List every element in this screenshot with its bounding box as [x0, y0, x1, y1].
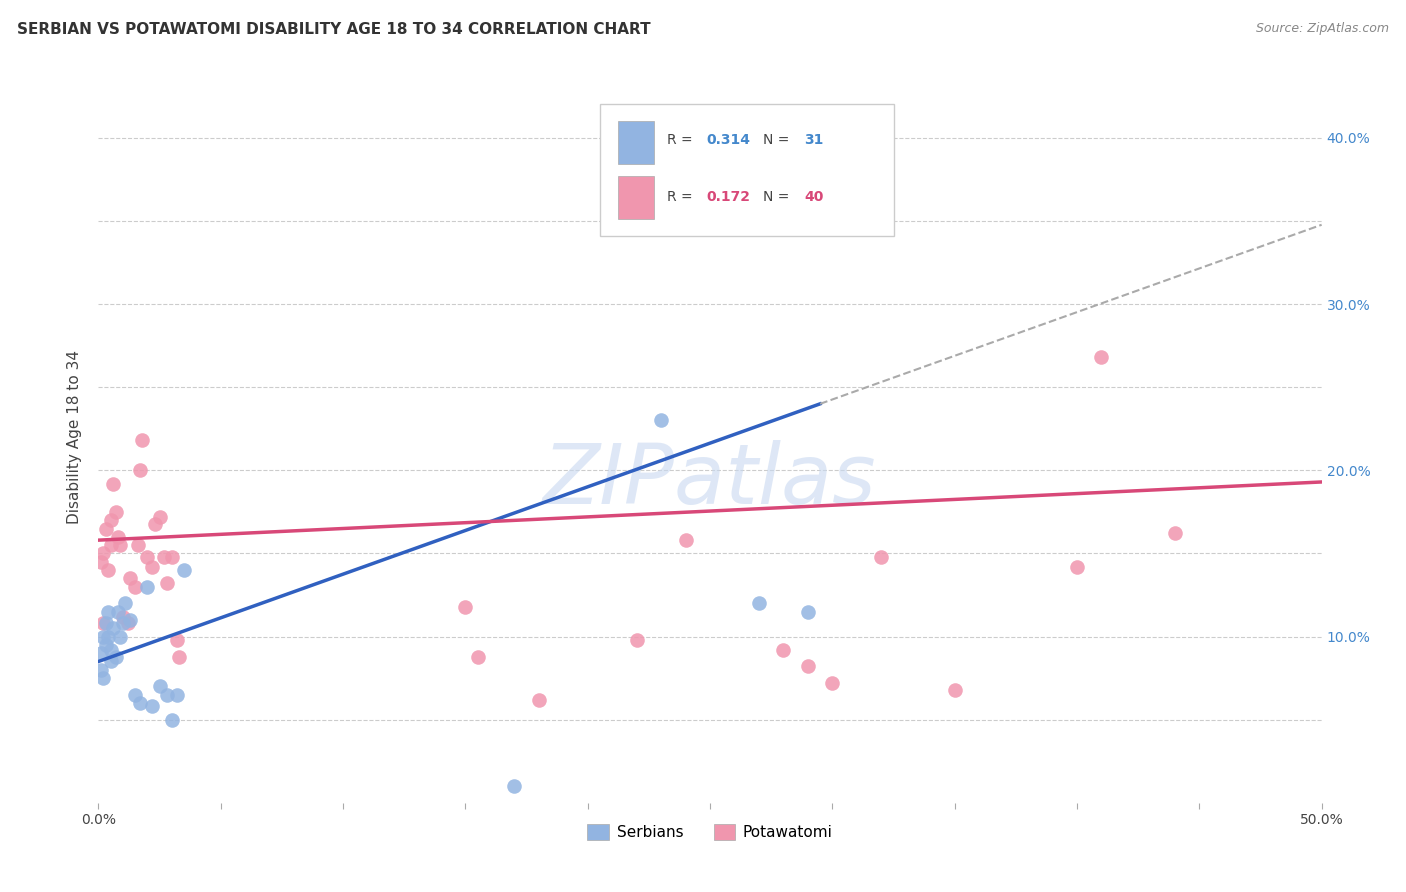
Point [101, 621, 124, 635]
Point [124, 688, 146, 702]
Text: 31: 31 [804, 133, 824, 147]
Point [156, 576, 179, 591]
Point [97, 563, 120, 577]
Point [141, 559, 163, 574]
Point [467, 649, 489, 664]
Text: N =: N = [762, 190, 793, 204]
Point [153, 549, 176, 564]
Point [748, 596, 770, 610]
Text: N =: N = [762, 133, 793, 147]
Point [136, 580, 159, 594]
Point [527, 692, 550, 706]
Point [503, 779, 526, 793]
Text: 0.314: 0.314 [706, 133, 751, 147]
Point [943, 682, 966, 697]
Point [167, 649, 190, 664]
Point [166, 688, 188, 702]
Point [110, 630, 132, 644]
Point [1164, 526, 1187, 541]
Point [650, 413, 672, 427]
Point [110, 538, 132, 552]
Point [107, 530, 129, 544]
Point [156, 688, 179, 702]
Point [821, 676, 844, 690]
Point [94, 521, 117, 535]
Legend: Serbians, Potawatomi: Serbians, Potawatomi [581, 818, 839, 847]
Text: 0.172: 0.172 [706, 190, 751, 204]
Text: Source: ZipAtlas.com: Source: ZipAtlas.com [1256, 22, 1389, 36]
Point [97, 630, 120, 644]
Point [136, 549, 159, 564]
Point [173, 563, 195, 577]
Point [91, 671, 114, 685]
Point [149, 680, 172, 694]
Point [111, 609, 134, 624]
Point [870, 549, 893, 564]
Point [160, 549, 183, 564]
Point [90, 646, 112, 660]
Point [120, 613, 142, 627]
Point [675, 533, 697, 548]
Point [111, 616, 134, 631]
Text: R =: R = [668, 133, 697, 147]
Point [141, 699, 163, 714]
Point [104, 505, 127, 519]
Point [94, 616, 117, 631]
Point [100, 538, 122, 552]
Point [90, 555, 112, 569]
Point [124, 580, 146, 594]
Point [90, 663, 112, 677]
Point [100, 643, 122, 657]
Point [127, 538, 149, 552]
Point [129, 463, 152, 477]
Text: SERBIAN VS POTAWATOMI DISABILITY AGE 18 TO 34 CORRELATION CHART: SERBIAN VS POTAWATOMI DISABILITY AGE 18 … [17, 22, 651, 37]
Point [101, 476, 124, 491]
FancyBboxPatch shape [600, 104, 894, 235]
Text: 40: 40 [804, 190, 824, 204]
Point [808, 155, 831, 169]
Point [1066, 559, 1088, 574]
Text: R =: R = [668, 190, 697, 204]
Point [454, 599, 477, 614]
Point [160, 713, 183, 727]
Point [797, 605, 820, 619]
Point [100, 655, 122, 669]
Point [114, 596, 136, 610]
Point [104, 649, 127, 664]
Point [797, 659, 820, 673]
Point [1090, 351, 1112, 365]
Point [131, 434, 153, 448]
Point [143, 516, 166, 531]
Point [100, 513, 122, 527]
Text: ZIPatlas: ZIPatlas [543, 441, 877, 522]
Point [626, 632, 648, 647]
FancyBboxPatch shape [619, 176, 654, 219]
Point [94, 638, 117, 652]
Point [117, 616, 139, 631]
Point [149, 509, 172, 524]
Point [107, 605, 129, 619]
Point [97, 605, 120, 619]
Point [166, 632, 188, 647]
Point [772, 643, 794, 657]
Point [91, 546, 114, 560]
Point [91, 630, 114, 644]
Point [120, 571, 142, 585]
Point [91, 616, 114, 631]
Y-axis label: Disability Age 18 to 34: Disability Age 18 to 34 [67, 350, 83, 524]
FancyBboxPatch shape [619, 121, 654, 164]
Point [129, 696, 152, 710]
